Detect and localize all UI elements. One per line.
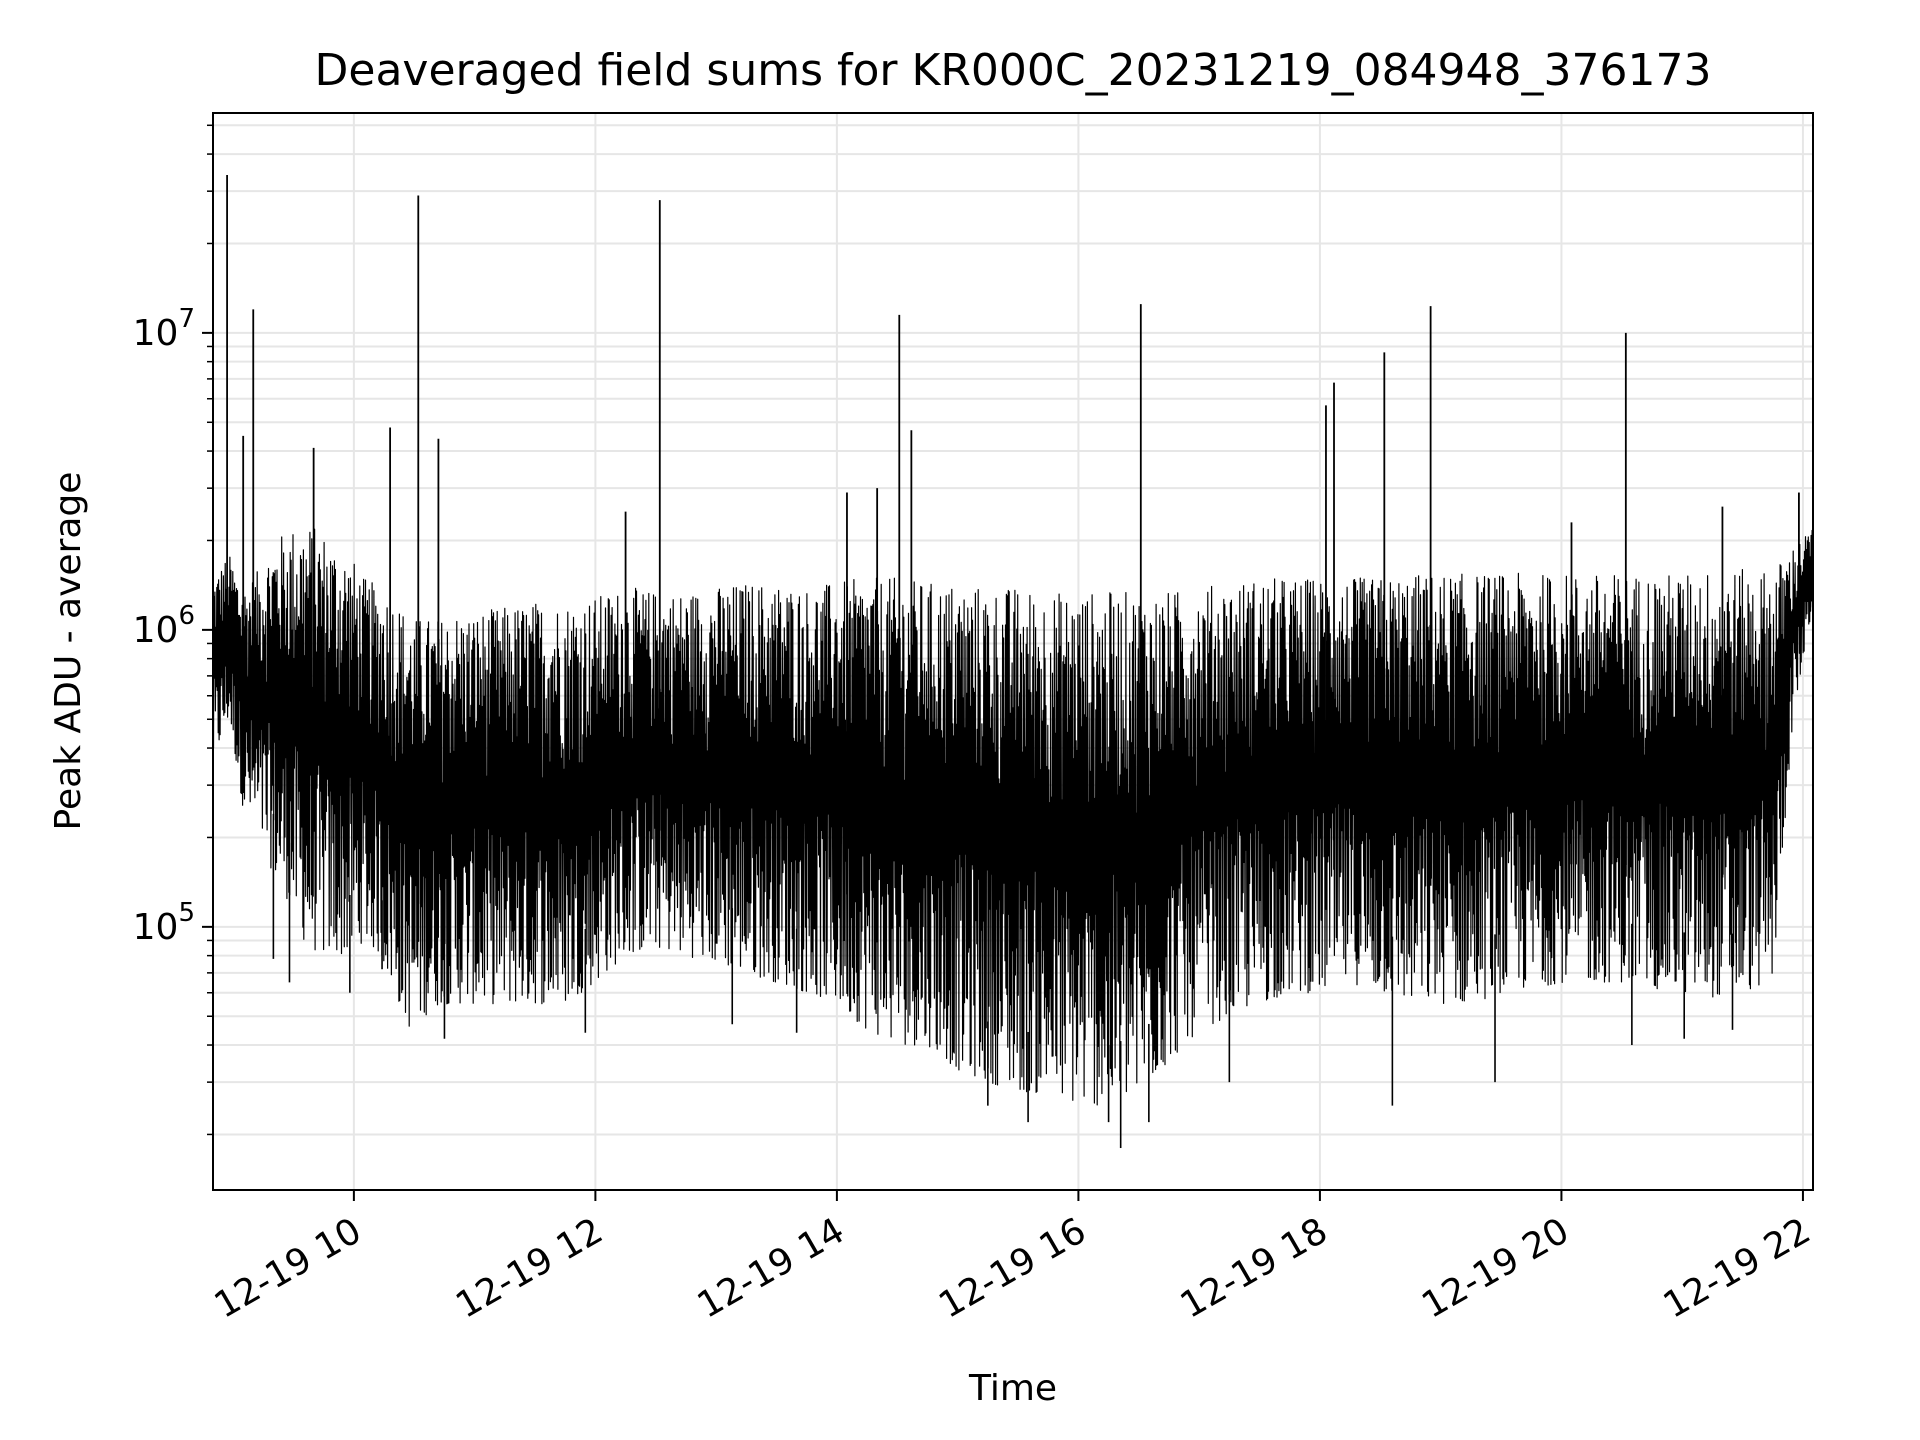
chart-title: Deaveraged field sums for KR000C_2023121… — [315, 45, 1712, 96]
y-tick-label: 105 — [133, 898, 195, 948]
plot-frame — [212, 112, 1814, 1191]
y-axis-label: Peak ADU - average — [48, 472, 89, 831]
y-tick-label: 106 — [133, 601, 195, 651]
series-line — [213, 528, 1813, 1106]
data-series — [213, 175, 1813, 1149]
y-tick-label: 107 — [133, 304, 195, 354]
x-axis-label: Time — [968, 1368, 1057, 1409]
